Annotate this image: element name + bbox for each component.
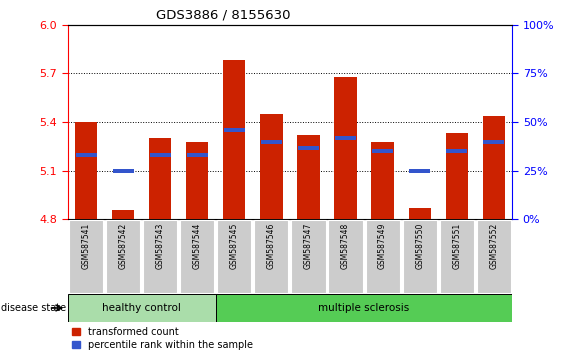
Bar [372, 142, 394, 219]
FancyBboxPatch shape [477, 220, 511, 293]
Text: disease state: disease state [1, 303, 66, 313]
Text: GSM587549: GSM587549 [378, 222, 387, 269]
FancyBboxPatch shape [69, 220, 103, 293]
Bar [261, 139, 282, 144]
Bar [446, 149, 467, 153]
Text: GSM587541: GSM587541 [82, 222, 91, 269]
Bar [297, 135, 320, 219]
FancyBboxPatch shape [440, 220, 474, 293]
FancyBboxPatch shape [217, 220, 252, 293]
Text: multiple sclerosis: multiple sclerosis [319, 303, 410, 313]
Text: GSM587545: GSM587545 [230, 222, 239, 269]
FancyBboxPatch shape [143, 220, 177, 293]
Bar [216, 294, 512, 322]
Bar [334, 77, 357, 219]
Bar [409, 169, 430, 173]
Bar [224, 128, 245, 132]
Bar [68, 294, 216, 322]
Bar [112, 210, 135, 219]
Text: GSM587544: GSM587544 [193, 222, 202, 269]
Text: GSM587551: GSM587551 [452, 222, 461, 269]
Text: GSM587543: GSM587543 [156, 222, 165, 269]
Bar [75, 122, 97, 219]
Text: GSM587546: GSM587546 [267, 222, 276, 269]
FancyBboxPatch shape [328, 220, 363, 293]
Text: GSM587547: GSM587547 [304, 222, 313, 269]
FancyBboxPatch shape [403, 220, 437, 293]
FancyBboxPatch shape [180, 220, 215, 293]
Text: GSM587542: GSM587542 [119, 222, 128, 269]
FancyBboxPatch shape [292, 220, 325, 293]
Bar [149, 138, 171, 219]
Bar [113, 169, 134, 173]
Text: GSM587550: GSM587550 [415, 222, 424, 269]
Bar [150, 153, 171, 156]
FancyBboxPatch shape [365, 220, 400, 293]
Text: GSM587552: GSM587552 [489, 222, 498, 269]
Bar [187, 153, 208, 156]
Bar [260, 114, 283, 219]
Bar [298, 146, 319, 150]
Bar [483, 139, 504, 144]
Text: GDS3886 / 8155630: GDS3886 / 8155630 [156, 9, 291, 22]
Bar [223, 61, 245, 219]
Bar [409, 208, 431, 219]
Text: GSM587548: GSM587548 [341, 222, 350, 269]
Bar [372, 149, 393, 153]
FancyBboxPatch shape [254, 220, 288, 293]
Text: healthy control: healthy control [102, 303, 181, 313]
Bar [446, 133, 468, 219]
Bar [186, 142, 208, 219]
Bar [482, 116, 505, 219]
Bar [335, 136, 356, 141]
Bar [75, 153, 97, 156]
Legend: transformed count, percentile rank within the sample: transformed count, percentile rank withi… [73, 327, 253, 350]
FancyBboxPatch shape [106, 220, 140, 293]
